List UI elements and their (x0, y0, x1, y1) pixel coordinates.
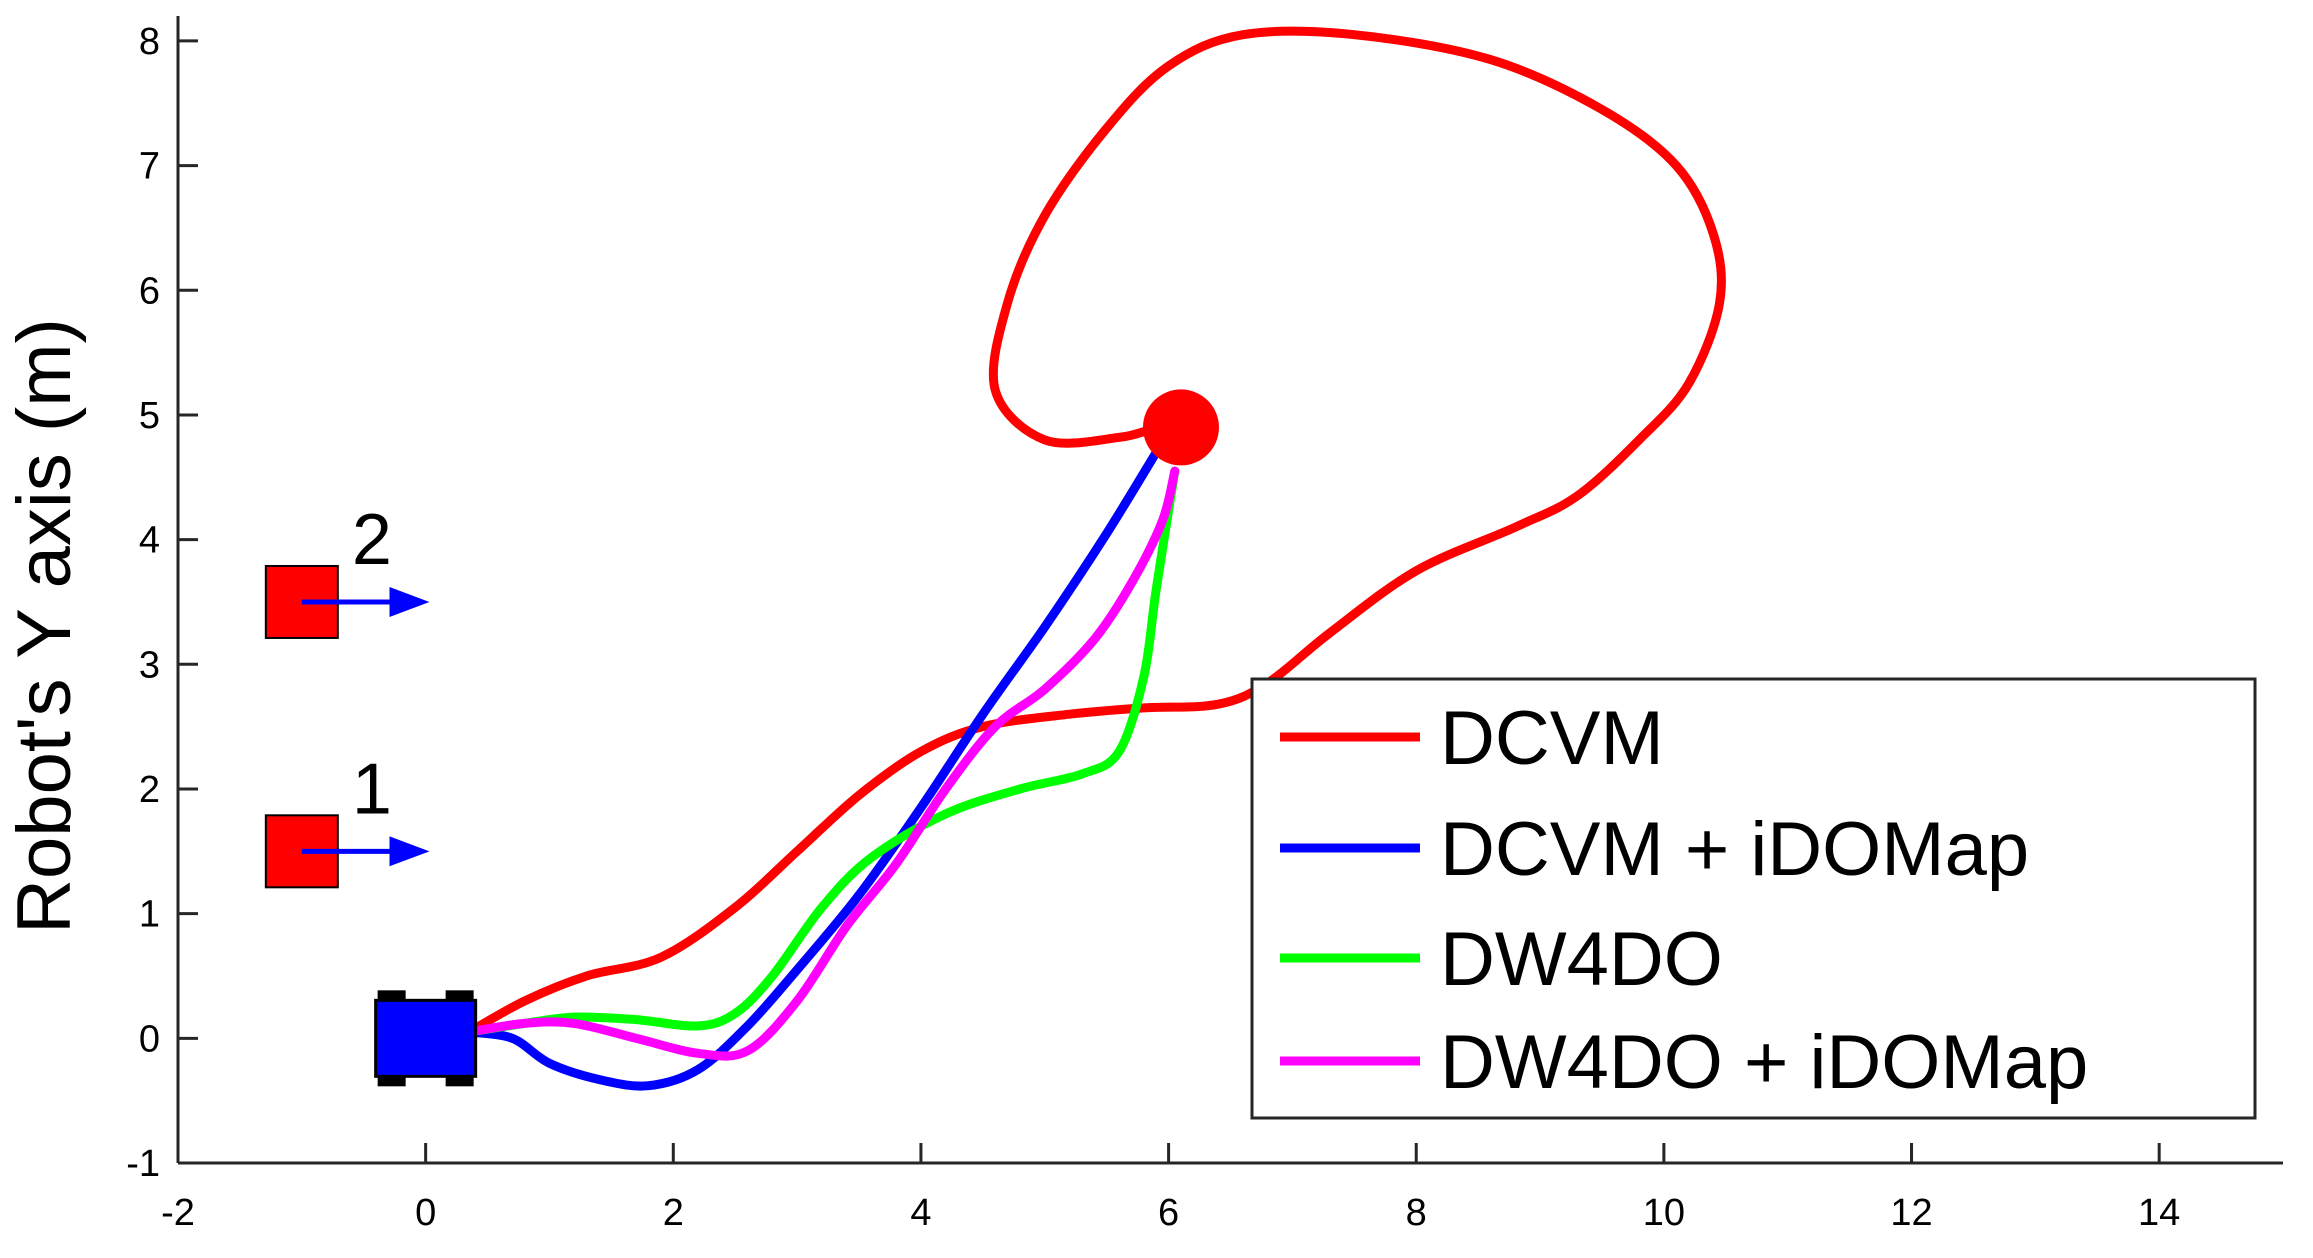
x-tick-label: 0 (415, 1192, 436, 1234)
y-tick-label: 4 (139, 520, 160, 562)
x-tick-label: 4 (910, 1192, 931, 1234)
series-line-dcvm-idomap (464, 447, 1161, 1091)
y-tick-label: -1 (126, 1143, 160, 1185)
y-tick-label: 8 (139, 21, 160, 63)
obstacle-label-1: 1 (352, 749, 392, 829)
series-group (464, 26, 1726, 1091)
legend-label-dw4do-idomap: DW4DO + iDOMap (1440, 1020, 2088, 1105)
x-tick-label: 12 (1890, 1192, 1932, 1234)
y-tick-label: 3 (139, 644, 160, 686)
x-ticks: -2 0 2 4 6 8 10 12 14 (161, 1143, 2180, 1234)
y-tick-label: 1 (139, 894, 160, 936)
legend-label-dcvm: DCVM (1440, 696, 1664, 781)
y-axis-title: Robot's Y axis (m) (2, 318, 87, 934)
markers: 12 (264, 389, 1219, 1087)
legend-label-dw4do: DW4DO (1440, 917, 1723, 1002)
series-line-dcvm (464, 26, 1726, 1037)
legend-label-dcvm-idomap: DCVM + iDOMap (1440, 807, 2029, 892)
y-tick-label: 6 (139, 270, 160, 312)
robot-body (374, 998, 478, 1078)
goal-marker (1142, 389, 1219, 466)
legend-box (1250, 677, 2257, 1120)
y-ticks: -1 0 1 2 3 4 5 6 7 8 (126, 21, 198, 1185)
y-tick-label: 2 (139, 769, 160, 811)
x-tick-label: 6 (1158, 1192, 1179, 1234)
y-tick-label: 0 (139, 1018, 160, 1060)
axes (176, 16, 2283, 1165)
x-tick-label: 14 (2138, 1192, 2180, 1234)
x-tick-label: 2 (663, 1192, 684, 1234)
x-tick-label: 10 (1643, 1192, 1685, 1234)
x-tick-label: 8 (1406, 1192, 1427, 1234)
legend: DCVM DCVM + iDOMap DW4DO DW4DO + iDOMap (1250, 677, 2257, 1120)
series-line-dw4do (464, 466, 1180, 1037)
y-tick-label: 5 (139, 395, 160, 437)
robot-marker (374, 990, 478, 1087)
y-tick-label: 7 (139, 146, 160, 188)
x-tick-label: -2 (161, 1192, 195, 1234)
obstacle-label-2: 2 (352, 500, 392, 580)
series-line-dw4do-idomap (464, 466, 1180, 1061)
